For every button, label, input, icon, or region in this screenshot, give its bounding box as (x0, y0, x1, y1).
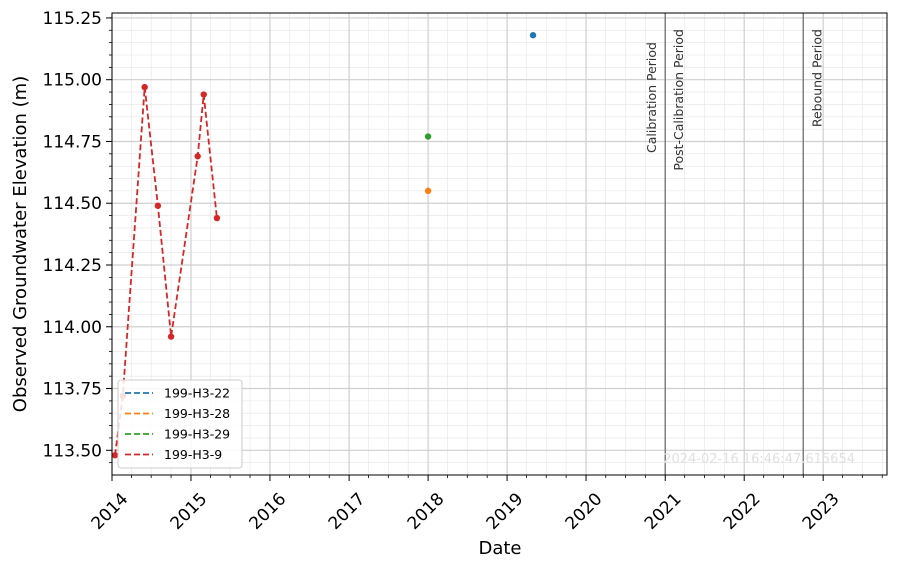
legend-box (117, 379, 243, 469)
period-lines: Calibration Period Post-Calibration Perio… (644, 13, 824, 475)
series-line (114, 87, 218, 456)
y-tick-label: 114.75 (43, 132, 102, 152)
axis-ticks (106, 17, 883, 481)
data-point (424, 133, 432, 140)
data-point (194, 153, 201, 160)
legend: 199-H3-22 199-H3-28 199-H3-29 199-H3-9 (117, 379, 243, 469)
legend-entry-label: 199-H3-9 (164, 447, 222, 462)
data-point (529, 32, 537, 39)
x-axis-title: Date (478, 538, 521, 559)
legend-entry-label: 199-H3-29 (164, 427, 230, 442)
data-point (111, 452, 119, 459)
y-tick-label: 113.50 (43, 441, 102, 461)
y-tick-label: 115.00 (43, 71, 102, 91)
y-tick-label: 114.25 (43, 256, 102, 276)
y-tick-label: 113.75 (43, 380, 102, 400)
y-tick-label: 114.50 (43, 194, 102, 214)
period-label: Post-Calibration Period (671, 29, 686, 171)
y-tick-label: 115.25 (43, 9, 102, 29)
legend-entry-label: 199-H3-28 (164, 406, 230, 421)
legend-entry-label: 199-H3-22 (164, 386, 230, 401)
period-label: Rebound Period (809, 29, 824, 127)
data-point (213, 214, 221, 222)
minor-grid (112, 13, 887, 475)
timestamp-annotation: 2024-02-16 16:46:47.615654 (663, 452, 855, 467)
data-point (167, 333, 175, 340)
data-point (154, 202, 162, 209)
period-label: Calibration Period (644, 42, 659, 153)
data-point (200, 91, 207, 98)
data-point (424, 187, 432, 195)
y-tick-label: 114.00 (43, 318, 102, 338)
y-axis-title: Observed Groundwater Elevation (m) (10, 76, 31, 412)
data-point (141, 83, 148, 91)
plot-frame (111, 12, 888, 476)
